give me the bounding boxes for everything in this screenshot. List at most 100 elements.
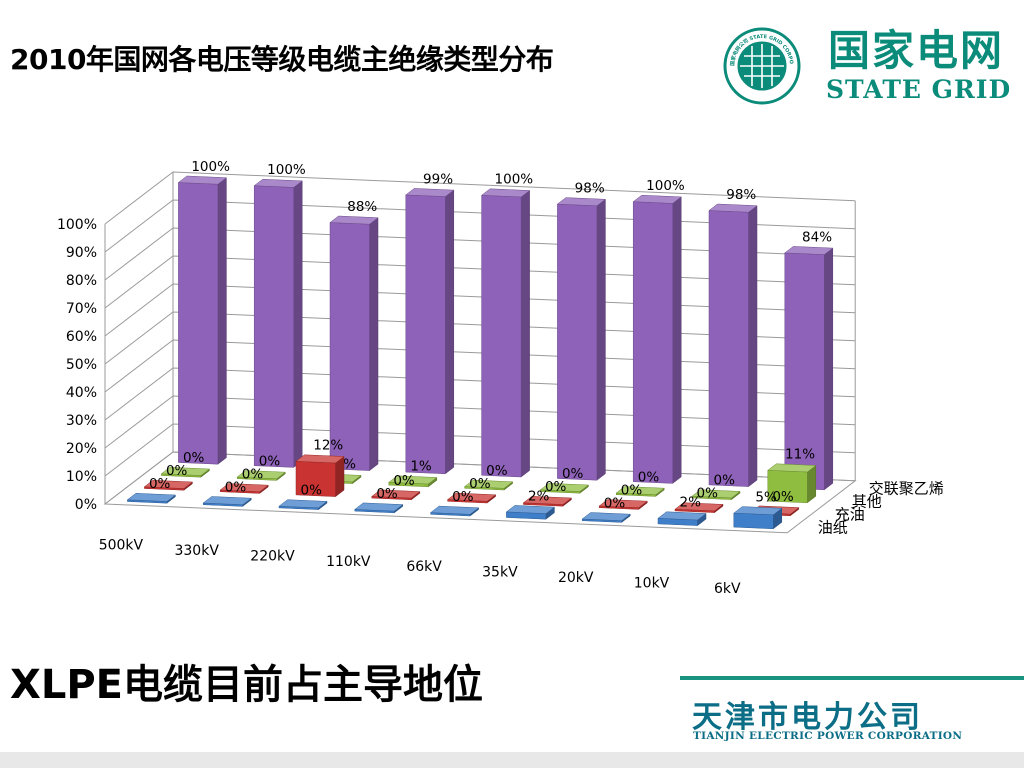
bar-top [632,194,682,204]
bar-top [371,489,421,499]
x-tick-label: 66kV [406,559,442,575]
bar-6-series-4: 2% [505,488,556,520]
bar-top [202,496,252,505]
bar-top [708,203,758,213]
data-label: 98% [726,187,756,203]
bar-front [405,194,446,475]
bar-6-series-3: 0% [522,479,573,507]
bar-7-series-2: 0% [615,469,665,497]
data-label: 0% [301,483,323,499]
bar-5-series-3: 0% [446,476,497,504]
data-label: 0% [225,479,247,495]
bar-top [295,454,345,464]
footer-company-en: TIANJIN ELECTRIC POWER CORPORATION [693,730,963,742]
data-label: 0% [486,463,508,479]
bar-1-series-2: 0% [160,450,211,478]
data-label: 0% [183,450,205,466]
bar-top [539,483,590,492]
bar-side [748,205,758,488]
bar-1-series-1: 100% [177,159,230,465]
bar-5-series-4: 0% [429,489,480,517]
bar-7-series-3: 0% [598,482,648,510]
logo-english: STATE GRID [826,75,1012,104]
bar-top [556,197,607,207]
data-label: 2% [528,488,550,504]
bar-top [177,175,228,185]
y-tick-label: 50% [66,357,97,373]
y-tick-label: 10% [66,469,97,485]
data-label: 0% [697,486,719,502]
x-tick-label: 110kV [326,554,371,570]
bar-top [522,496,573,505]
bar-front [708,210,749,487]
data-label: 100% [191,159,230,175]
data-label: 0% [166,463,188,479]
bar-top [598,499,648,508]
chart-floor [103,451,857,534]
data-label: 0% [714,473,736,489]
data-label: 12% [313,438,343,454]
conclusion-text: XLPE电缆目前占主导地位 [10,662,483,708]
bar-side [369,217,379,472]
bar-top [160,467,211,476]
x-tick-label: 500kV [99,538,144,554]
bar-5-series-2: 0% [463,463,514,491]
series-label: 交联聚乙烯 [869,479,944,497]
bar-side [520,189,530,478]
bar-9-series-2: 11% [767,447,817,504]
bar-top [253,178,303,188]
bar-3-series-1: 88% [329,199,379,472]
bar-4-series-2: 1% [388,459,438,488]
bar-side [217,177,227,465]
data-label: 1% [410,459,432,475]
bar-top [480,188,531,198]
insulation-type-3d-bar-chart: 0% 10% 20% 30% 40% 50% 60% 70% 80% 90% 100% 500kV 33… [57,159,944,597]
data-label: 0% [772,489,794,505]
bar-top [657,511,707,521]
series-label: 油纸 [818,518,848,536]
bar-3-series-3: 12% [295,438,345,498]
bar-top [219,483,269,492]
data-label: 0% [562,466,584,482]
y-tick-label: 100% [57,217,97,233]
bar-top [143,480,194,489]
bar-1-series-3: 0% [143,463,194,491]
y-tick-label: 40% [66,385,97,401]
data-label: 0% [621,482,643,498]
bar-1-series-4: 0% [126,476,177,504]
bar-2-series-3: 0% [219,466,269,494]
bar-8-series-3: 0% [674,486,724,514]
bar-9-series-4: 5% [733,489,783,530]
bar-2-series-1: 100% [253,162,306,468]
bar-5-series-1: 100% [480,172,533,478]
data-label: 0% [393,473,415,489]
bar-side [672,196,682,484]
bar-side [596,198,606,481]
bar-8-series-4: 2% [657,495,707,527]
bar-top [405,188,455,197]
bar-top [126,493,177,502]
bar-top [674,502,724,512]
sgcc-emblem-icon: 国家电网公司 STATE GRID CORPORATION OF CHINA [722,26,801,105]
footer-accent-bar [680,676,1024,680]
bar-front [253,185,294,468]
y-tick-label: 20% [66,441,97,457]
data-label: 100% [267,162,306,178]
data-label: 0% [376,486,398,502]
bar-top [505,505,556,514]
data-label: 98% [575,180,605,196]
data-label: 0% [242,466,264,482]
y-tick-label: 60% [66,329,97,345]
x-tick-label: 220kV [250,548,295,564]
x-tick-label: 330kV [174,543,219,559]
bar-top [278,499,328,509]
bar-top [784,246,834,255]
bar-2-series-2: 0% [236,453,286,481]
bar-top [615,486,665,495]
x-tick-label: 20kV [558,570,594,586]
bar-front [733,512,774,530]
y-tick-label: 90% [66,245,97,261]
bottom-rule [0,752,1024,768]
bar-top [429,505,480,515]
bar-top [388,475,438,485]
